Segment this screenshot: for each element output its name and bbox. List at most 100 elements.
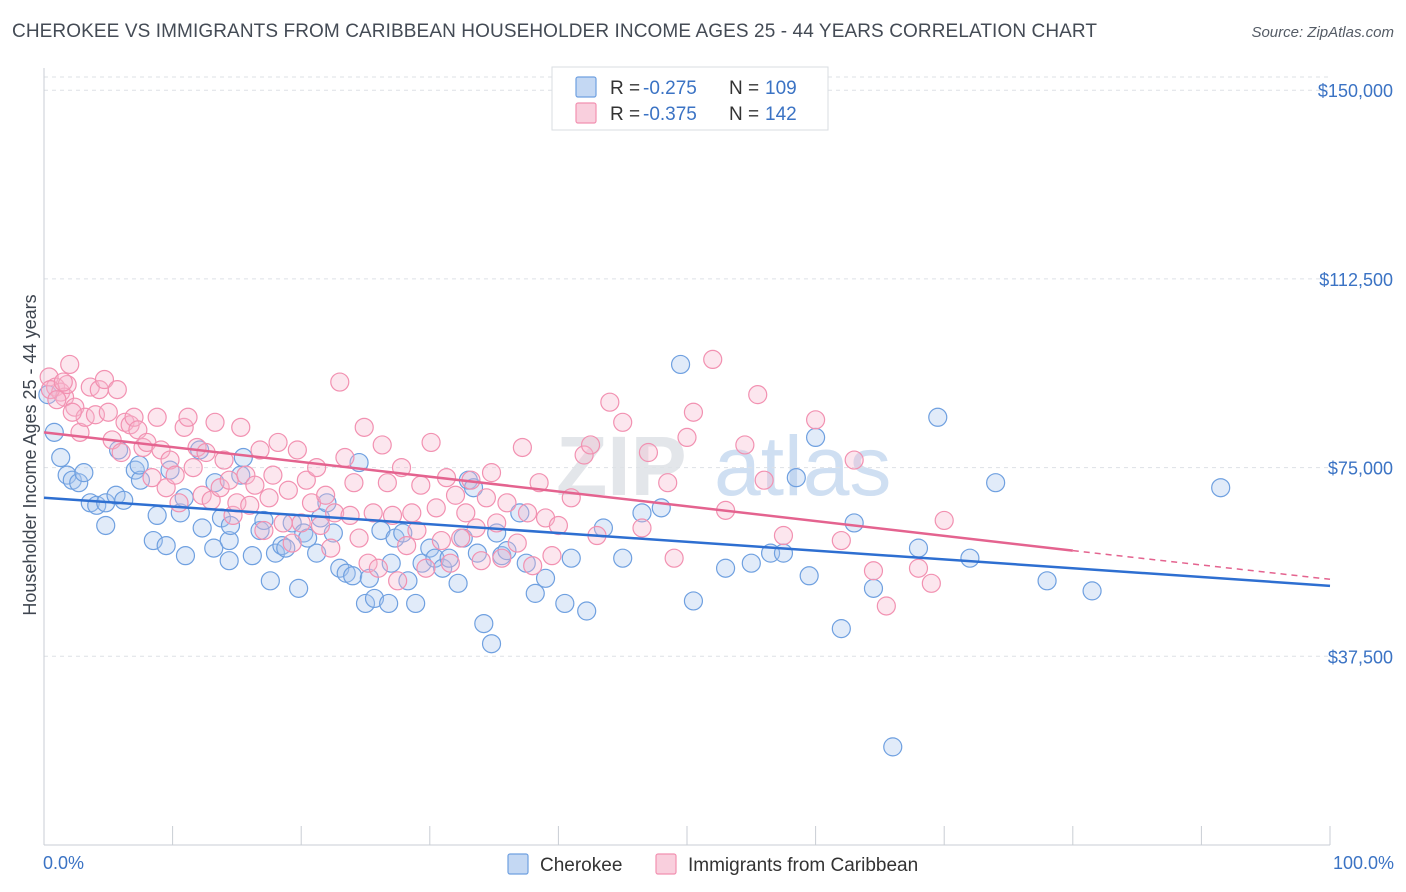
cherokee-point-15	[130, 470, 151, 490]
cherokee-point-40	[276, 538, 296, 558]
caribbean-point-109	[580, 435, 601, 455]
caribbean-point-127	[844, 450, 864, 470]
trend-lines	[43, 431, 1331, 588]
legend-box	[551, 66, 829, 131]
caribbean-point-113	[632, 518, 652, 538]
caribbean-point-78	[397, 535, 417, 556]
bottom-legend-swatch-cherokee	[507, 853, 529, 875]
cherokee-point-98	[831, 619, 851, 639]
caribbean-point-100	[512, 437, 532, 458]
caribbean-point-128	[863, 561, 884, 581]
cherokee-point-31	[219, 551, 239, 571]
cherokee-point-86	[613, 548, 633, 568]
caribbean-point-47	[250, 440, 270, 460]
bottom-legend-label-cherokee: Cherokee	[540, 855, 622, 876]
caribbean-point-59	[307, 457, 327, 478]
cherokee-point-26	[204, 538, 224, 558]
caribbean-point-28	[165, 465, 185, 485]
caribbean-point-117	[677, 427, 697, 448]
cherokee-point-17	[147, 505, 167, 526]
cherokee-point-83	[561, 548, 581, 568]
caribbean-point-12	[94, 369, 115, 390]
caribbean-point-76	[388, 571, 408, 591]
caribbean-point-80	[407, 520, 427, 541]
caribbean-point-97	[492, 548, 512, 568]
caribbean-point-87	[440, 553, 460, 573]
cherokee-point-19	[156, 535, 176, 556]
cherokee-point-103	[928, 407, 948, 427]
y-tick-label-3: $150,000	[1318, 81, 1393, 101]
cherokee-point-107	[1082, 581, 1102, 601]
cherokee-point-105	[986, 473, 1006, 493]
caribbean-point-72	[368, 558, 388, 578]
caribbean-point-57	[296, 470, 316, 490]
caribbean-point-31	[178, 407, 198, 427]
caribbean-point-102	[523, 556, 543, 576]
caribbean-point-23	[142, 468, 162, 488]
caribbean-point-118	[683, 402, 704, 422]
axes	[43, 68, 1331, 846]
caribbean-point-119	[703, 349, 723, 370]
cherokee-point-33	[233, 447, 253, 468]
caribbean-point-55	[287, 440, 307, 460]
caribbean-point-129	[876, 596, 896, 616]
cherokee-point-82	[555, 593, 575, 614]
caribbean-point-124	[773, 525, 794, 546]
legend: R = -0.275 N = 109 R = -0.375 N = 142	[551, 66, 829, 131]
caribbean-point-79	[402, 503, 422, 523]
caribbean-point-85	[431, 530, 451, 551]
cherokee-point-106	[1037, 571, 1057, 591]
cherokee-point-34	[242, 546, 262, 566]
legend-n-label-0: N =	[729, 78, 759, 99]
cherokee-point-89	[670, 354, 691, 375]
grid-lines: $37,500 $75,000 $112,500 $150,000	[44, 76, 1393, 667]
cherokee-point-101	[883, 737, 903, 757]
cherokee-point-91	[715, 558, 736, 578]
caribbean-point-32	[183, 457, 203, 478]
caribbean-point-82	[416, 558, 436, 578]
cherokee-point-61	[398, 571, 418, 591]
cherokee-point-102	[908, 538, 929, 558]
cherokee-point-53	[355, 593, 376, 614]
cherokee-point-92	[741, 553, 761, 573]
bottom-legend: Cherokee Immigrants from Caribbean	[507, 853, 918, 876]
cherokee-point-84	[577, 601, 597, 621]
y-tick-label-2: $112,500	[1319, 270, 1393, 290]
caribbean-point-5	[60, 354, 80, 375]
watermark-zip: ZIP	[556, 419, 687, 513]
caribbean-point-40	[219, 470, 239, 490]
cherokee-point-42	[289, 578, 309, 598]
caribbean-point-19	[124, 407, 144, 427]
caribbean-point-30	[174, 417, 194, 437]
cherokee-point-108	[1211, 478, 1231, 498]
cherokee-point-58	[381, 553, 401, 573]
caribbean-point-60	[310, 515, 331, 536]
caribbean-point-68	[349, 528, 369, 548]
cherokee-point-80	[525, 583, 545, 603]
caribbean-point-46	[245, 475, 265, 495]
legend-swatch-cherokee	[575, 76, 597, 98]
trend-line-caribbean-extension	[1072, 549, 1331, 581]
legend-n-value-1: 142	[765, 104, 797, 125]
chart-title: CHEROKEE VS IMMIGRANTS FROM CARIBBEAN HO…	[12, 21, 1098, 42]
caribbean-point-24	[147, 407, 167, 427]
caribbean-point-65	[335, 447, 355, 468]
caribbean-point-16	[111, 442, 131, 463]
y-axis-label: Householder Income Ages 25 - 44 years	[20, 294, 40, 615]
legend-r-label-1: R =	[610, 104, 640, 125]
caribbean-point-29	[169, 493, 189, 513]
caribbean-point-56	[291, 513, 311, 533]
caribbean-point-61	[316, 485, 336, 505]
caribbean-point-88	[445, 485, 466, 505]
caribbean-point-73	[372, 435, 392, 455]
cherokee-point-97	[805, 427, 826, 448]
legend-r-value-1: -0.375	[643, 104, 697, 125]
caribbean-point-99	[507, 533, 527, 553]
cherokee-point-10	[96, 515, 116, 536]
caribbean-point-101	[517, 503, 538, 523]
caribbean-point-105	[542, 546, 562, 566]
caribbean-point-116	[664, 548, 684, 568]
legend-swatch-caribbean	[575, 102, 597, 124]
caribbean-point-93	[471, 551, 491, 571]
cherokee-point-99	[844, 513, 864, 533]
